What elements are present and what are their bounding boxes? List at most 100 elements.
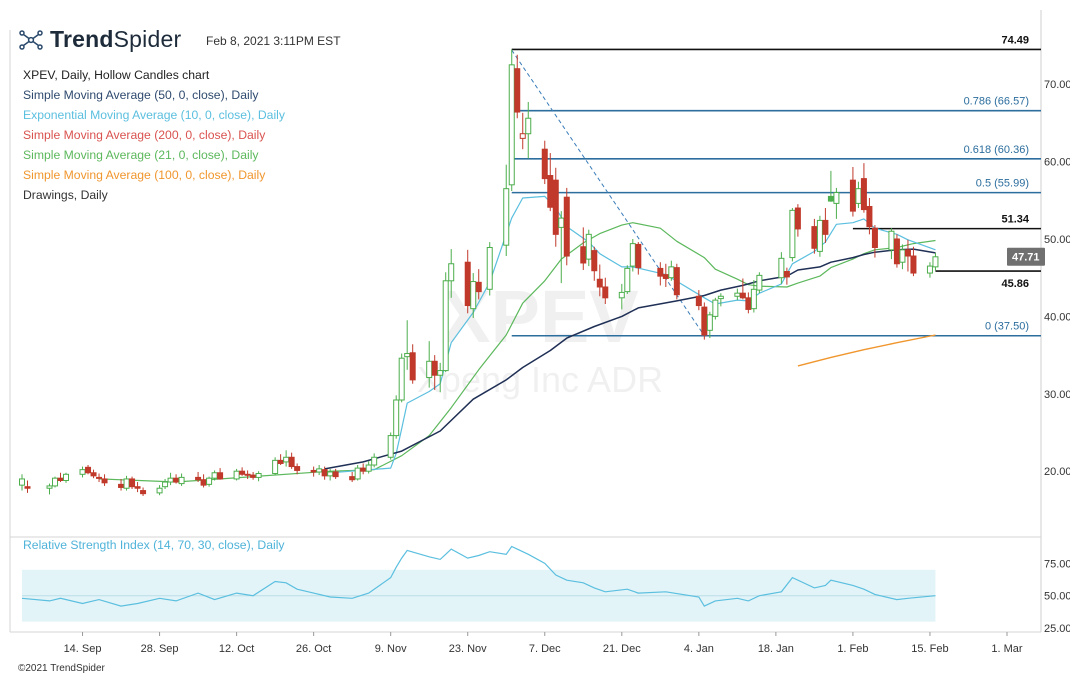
candle-body xyxy=(96,476,103,479)
candle xyxy=(470,273,477,318)
candle-body xyxy=(783,271,790,278)
candle xyxy=(24,480,31,493)
candle xyxy=(558,211,565,284)
sma100-line xyxy=(797,334,936,367)
legend-item-sma200[interactable]: Simple Moving Average (200, 0, close), D… xyxy=(23,128,266,142)
candle-body xyxy=(602,286,609,299)
last-price-label: 47.71 xyxy=(1012,252,1040,264)
y-tick-label: 60.00 xyxy=(1044,157,1070,169)
rsi-legend-label[interactable]: Relative Strength Index (14, 70, 30, clo… xyxy=(23,538,285,552)
candle-body xyxy=(717,295,724,300)
candle xyxy=(398,353,405,403)
candle xyxy=(750,280,757,313)
legend-item-sma50[interactable]: Simple Moving Average (50, 0, close), Da… xyxy=(23,88,259,102)
candle-body xyxy=(321,469,328,477)
candle-body xyxy=(926,265,933,274)
candle-body xyxy=(354,467,361,480)
candle-body xyxy=(624,267,631,293)
candle-body xyxy=(932,256,939,268)
candle xyxy=(217,468,224,480)
candle-body xyxy=(552,179,559,235)
candle-body xyxy=(871,227,878,249)
candle xyxy=(717,293,724,307)
candle xyxy=(668,260,675,281)
candle xyxy=(195,471,202,483)
candle xyxy=(63,472,70,483)
legend-item-sma100[interactable]: Simple Moving Average (100, 0, close), D… xyxy=(23,168,266,182)
candle xyxy=(563,187,570,266)
candle xyxy=(822,208,829,243)
candle xyxy=(904,239,911,272)
candle-body xyxy=(156,487,163,494)
legend-item-symbol[interactable]: XPEV, Daily, Hollow Candles chart xyxy=(23,68,210,82)
rsi-tick-label: 25.00 xyxy=(1044,623,1070,635)
candle xyxy=(739,278,746,300)
candle xyxy=(508,49,515,192)
candle xyxy=(321,466,328,480)
candle-body xyxy=(629,243,636,267)
candle xyxy=(140,487,147,496)
candle xyxy=(871,225,878,258)
candle-body xyxy=(618,291,625,299)
candle xyxy=(162,478,169,490)
last-price-badge xyxy=(1007,247,1045,266)
legend-item-drawings[interactable]: Drawings, Daily xyxy=(23,188,108,202)
candle-body xyxy=(393,399,400,437)
rsi-panel: 25.00 50.00 75.00 xyxy=(21,545,1070,635)
candle xyxy=(426,341,433,388)
candle-body xyxy=(24,486,31,489)
candle-body xyxy=(475,281,482,293)
candle-body xyxy=(750,288,757,310)
candle xyxy=(431,355,438,390)
candle xyxy=(118,478,125,491)
candle-body xyxy=(316,468,323,473)
candle xyxy=(519,112,526,150)
candle xyxy=(277,454,284,466)
candle xyxy=(178,473,185,486)
candle-body xyxy=(756,274,763,291)
candle-body xyxy=(294,466,301,471)
candle xyxy=(596,264,603,297)
candle-body xyxy=(833,192,840,204)
candle-body xyxy=(695,295,702,307)
horizontal-level-label: 45.86 xyxy=(1001,278,1029,290)
legend-item-ema10[interactable]: Exponential Moving Average (10, 0, close… xyxy=(23,108,285,122)
fibonacci-drawing[interactable]: 74.49 0.786 (66.57) 0.618 (60.36) 0.5 (55.9… xyxy=(511,34,1041,337)
candle-body xyxy=(470,281,477,310)
candle-body xyxy=(332,471,339,478)
brand-name: TrendSpider xyxy=(50,26,182,52)
x-tick-label: 26. Oct xyxy=(296,643,331,655)
x-tick-label: 23. Nov xyxy=(449,643,487,655)
candle xyxy=(464,249,471,314)
grid-lines xyxy=(9,10,1042,633)
candle xyxy=(855,181,862,209)
legend-item-sma21[interactable]: Simple Moving Average (21, 0, close), Da… xyxy=(23,148,259,162)
candle-body xyxy=(794,207,801,230)
candle-body xyxy=(365,464,372,472)
candle-body xyxy=(233,470,240,480)
candle-body xyxy=(547,175,554,208)
candle-body xyxy=(860,178,867,211)
candle-body xyxy=(404,353,411,358)
candle xyxy=(662,263,669,287)
candle xyxy=(404,320,411,370)
fib-level-label: 0.786 (66.57) xyxy=(964,96,1029,108)
candle-body xyxy=(525,117,532,135)
fib-level-label: 0 (37.50) xyxy=(985,321,1029,333)
candle xyxy=(811,218,818,254)
candle xyxy=(200,474,207,488)
candle-body xyxy=(662,274,669,279)
candle xyxy=(745,292,752,314)
candle xyxy=(288,452,295,469)
candle-body xyxy=(811,226,818,249)
rsi-tick-label: 75.00 xyxy=(1044,558,1070,570)
candle-body xyxy=(195,476,202,481)
candle-body xyxy=(140,490,147,495)
candle xyxy=(591,246,598,281)
candle xyxy=(673,263,680,300)
candle xyxy=(349,471,356,483)
candle-body xyxy=(464,261,471,307)
candle xyxy=(387,432,394,460)
candle xyxy=(888,228,895,260)
